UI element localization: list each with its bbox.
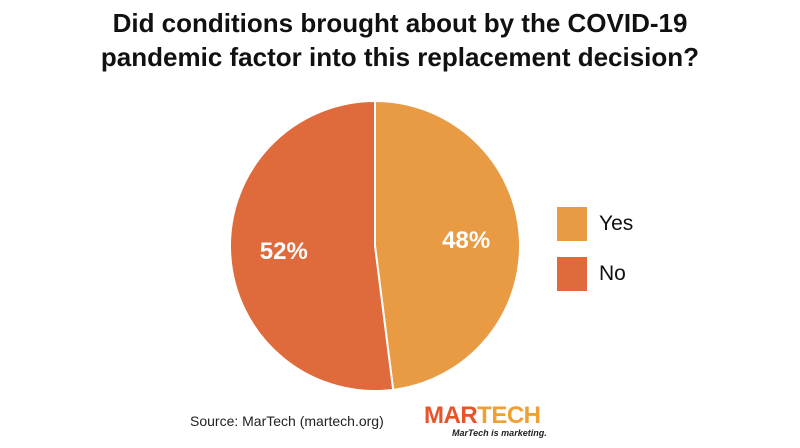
legend-item-no: No [557, 257, 633, 291]
pie-slice-yes [374, 99, 521, 391]
slice-label-no: 52% [260, 238, 308, 265]
slice-label-yes: 48% [442, 227, 490, 254]
logo-mar-text: MAR [424, 402, 478, 429]
chart-title: Did conditions brought about by the COVI… [0, 6, 800, 74]
logo-tagline: MarTech is marketing. [452, 428, 547, 438]
legend-label-yes: Yes [599, 212, 634, 235]
martech-logo: MARTECH MarTech is marketing. [424, 404, 574, 439]
legend-swatch-yes [557, 207, 587, 241]
pie-slice-no [229, 99, 395, 392]
logo-tech-text: TECH [477, 402, 541, 429]
legend-swatch-no [557, 257, 587, 291]
legend-item-yes: Yes [557, 207, 633, 241]
legend: Yes No [557, 207, 633, 307]
chart-title-line-1: Did conditions brought about by the COVI… [112, 8, 688, 38]
chart-title-line-2: pandemic factor into this replacement de… [100, 42, 700, 72]
logo-wordmark: MARTECH [424, 404, 574, 428]
source-note: Source: MarTech (martech.org) [190, 413, 384, 429]
legend-label-no: No [599, 262, 626, 285]
